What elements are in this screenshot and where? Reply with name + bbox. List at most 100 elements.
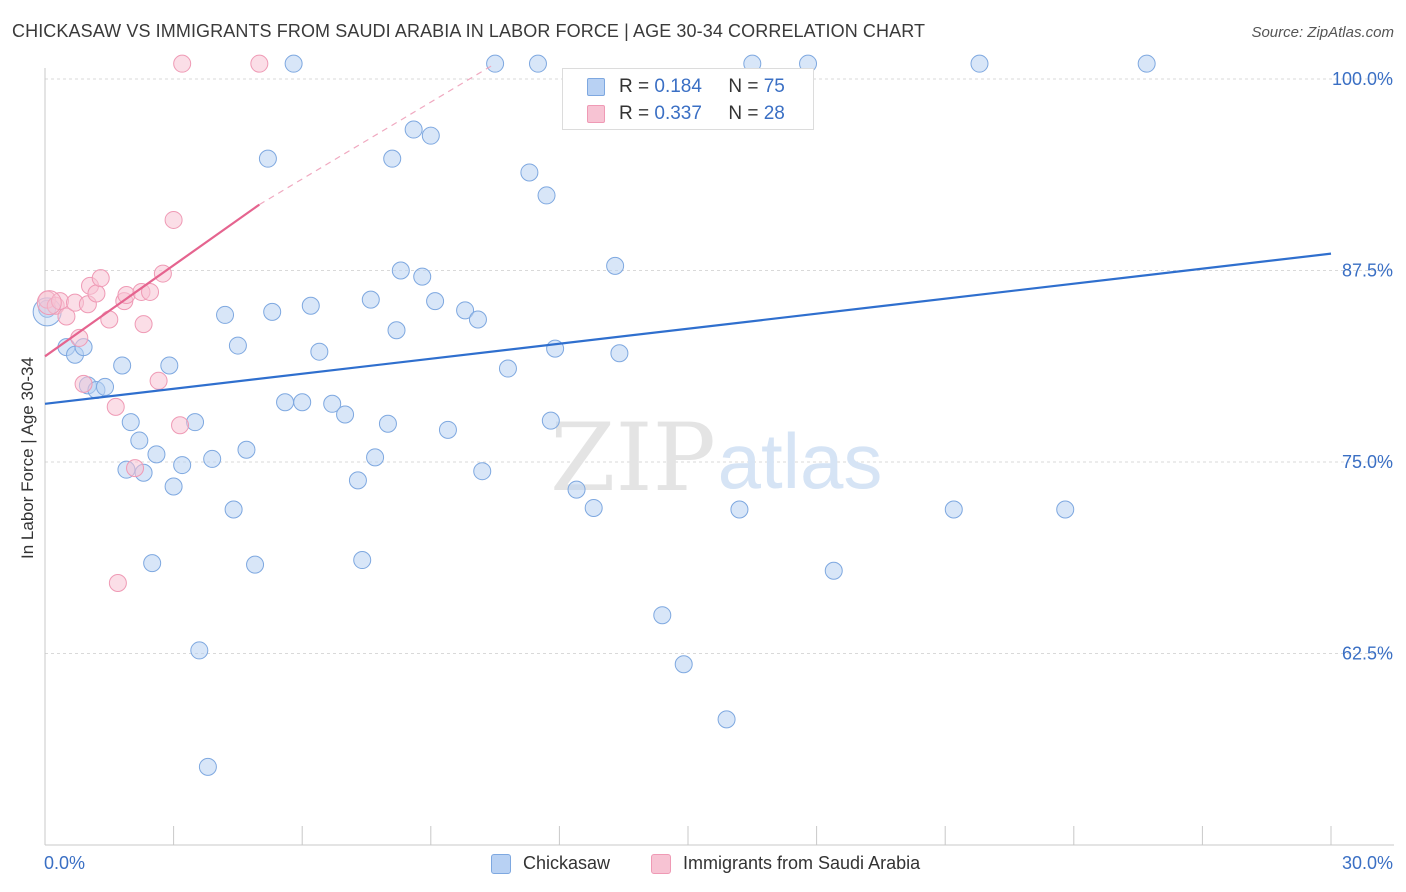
legend-stats-saudi: R = 0.337 N = 28 bbox=[619, 103, 785, 125]
n-label: N = bbox=[728, 76, 759, 97]
legend-swatch-blue bbox=[587, 78, 605, 96]
saudi-point bbox=[126, 459, 145, 478]
chickasaw-point bbox=[96, 377, 115, 396]
x-tick-label: 30.0% bbox=[1342, 853, 1393, 873]
series-legend: Chickasaw Immigrants from Saudi Arabia bbox=[0, 852, 1406, 878]
chickasaw-point bbox=[203, 449, 222, 468]
chickasaw-point bbox=[520, 163, 539, 182]
chickasaw-point bbox=[426, 292, 445, 311]
chickasaw-point bbox=[391, 261, 410, 280]
correlation-legend: R = 0.184 N = 75 R = 0.337 N = 28 bbox=[562, 68, 814, 130]
watermark-atlas: atlas bbox=[718, 417, 883, 505]
chart-title: CHICKASAW VS IMMIGRANTS FROM SAUDI ARABI… bbox=[12, 21, 926, 41]
chickasaw-point bbox=[378, 414, 397, 433]
saudi-point bbox=[173, 54, 192, 73]
saudi-cluster-point bbox=[36, 290, 62, 316]
y-tick-label: 100.0% bbox=[1332, 69, 1393, 89]
chickasaw-point bbox=[348, 471, 367, 490]
chickasaw-point bbox=[198, 757, 217, 776]
axes bbox=[44, 68, 1394, 846]
saudi-point bbox=[134, 315, 153, 334]
chickasaw-point bbox=[387, 321, 406, 340]
chickasaw-point bbox=[228, 336, 247, 355]
tick-labels: 100.0% 87.5% 75.0% 62.5% 0.0% 30.0% bbox=[44, 69, 1393, 873]
chickasaw-point bbox=[717, 710, 736, 729]
chickasaw-point bbox=[606, 256, 625, 275]
saudi-point bbox=[100, 310, 119, 329]
n-value: 75 bbox=[763, 76, 785, 97]
legend-stats-chickasaw: R = 0.184 N = 75 bbox=[619, 76, 785, 98]
n-label: N = bbox=[728, 103, 759, 124]
chickasaw-point bbox=[944, 500, 963, 519]
chickasaw-point bbox=[366, 448, 385, 467]
chickasaw-point bbox=[293, 393, 312, 412]
x-tick-label: 0.0% bbox=[44, 853, 85, 873]
chickasaw-point bbox=[276, 393, 295, 412]
legend-swatch-blue bbox=[491, 854, 511, 874]
chickasaw-point bbox=[438, 420, 457, 439]
chickasaw-point bbox=[584, 498, 603, 517]
chickasaw-point bbox=[186, 413, 205, 432]
chickasaw-point bbox=[164, 477, 183, 496]
saudi-point bbox=[149, 371, 168, 390]
chickasaw-point bbox=[653, 606, 672, 625]
chickasaw-point bbox=[310, 342, 329, 361]
chickasaw-point bbox=[361, 290, 380, 309]
chickasaw-point bbox=[674, 655, 693, 674]
r-value: 0.337 bbox=[654, 103, 702, 124]
chickasaw-point bbox=[323, 394, 342, 413]
chickasaw-point bbox=[970, 54, 989, 73]
saudi-point bbox=[91, 269, 110, 288]
legend-swatch-pink bbox=[651, 854, 671, 874]
chickasaw-point bbox=[473, 462, 492, 481]
saudi-point bbox=[87, 284, 106, 303]
saudi-point bbox=[141, 282, 160, 301]
saudi-point bbox=[250, 54, 269, 73]
chickasaw-point bbox=[456, 301, 475, 320]
chickasaw-point bbox=[486, 54, 505, 73]
watermark: ZIP atlas bbox=[550, 404, 882, 513]
chickasaw-point bbox=[404, 120, 423, 139]
chickasaw-point bbox=[1056, 500, 1075, 519]
chickasaw-point bbox=[160, 356, 179, 375]
series-chickasaw-points bbox=[32, 54, 1156, 776]
chickasaw-point bbox=[121, 413, 140, 432]
legend-label-chickasaw: Chickasaw bbox=[523, 853, 611, 873]
saudi-point bbox=[106, 397, 125, 416]
saudi-trend-extension bbox=[259, 63, 496, 206]
saudi-point bbox=[171, 416, 190, 435]
chickasaw-point bbox=[383, 149, 402, 168]
chickasaw-point bbox=[413, 267, 432, 286]
chickasaw-point bbox=[263, 302, 282, 321]
chickasaw-point bbox=[468, 310, 487, 329]
legend-label-saudi: Immigrants from Saudi Arabia bbox=[683, 853, 921, 873]
chickasaw-point bbox=[824, 561, 843, 580]
chickasaw-point bbox=[301, 296, 320, 315]
n-value: 28 bbox=[763, 103, 785, 124]
chickasaw-point bbox=[130, 431, 149, 450]
trend-lines bbox=[44, 63, 1332, 405]
chickasaw-point bbox=[224, 500, 243, 519]
saudi-point bbox=[57, 307, 76, 326]
y-tick-label: 62.5% bbox=[1342, 644, 1393, 664]
chickasaw-point bbox=[237, 440, 256, 459]
r-label: R = bbox=[619, 103, 650, 124]
chickasaw-point bbox=[498, 359, 517, 378]
saudi-point bbox=[108, 574, 127, 593]
saudi-point bbox=[164, 210, 183, 229]
chickasaw-point bbox=[284, 54, 303, 73]
chickasaw-point bbox=[353, 551, 372, 570]
saudi-point bbox=[74, 374, 93, 393]
source-label: Source: ZipAtlas.com bbox=[1251, 24, 1394, 41]
chickasaw-point bbox=[147, 445, 166, 464]
legend-swatch-pink bbox=[587, 105, 605, 123]
chickasaw-point bbox=[421, 126, 440, 145]
chickasaw-point bbox=[528, 54, 547, 73]
chickasaw-point bbox=[610, 344, 629, 363]
saudi-trend-line bbox=[44, 203, 260, 358]
r-value: 0.184 bbox=[654, 76, 702, 97]
chickasaw-point bbox=[173, 456, 192, 475]
chickasaw-point bbox=[537, 186, 556, 205]
r-label: R = bbox=[619, 76, 650, 97]
